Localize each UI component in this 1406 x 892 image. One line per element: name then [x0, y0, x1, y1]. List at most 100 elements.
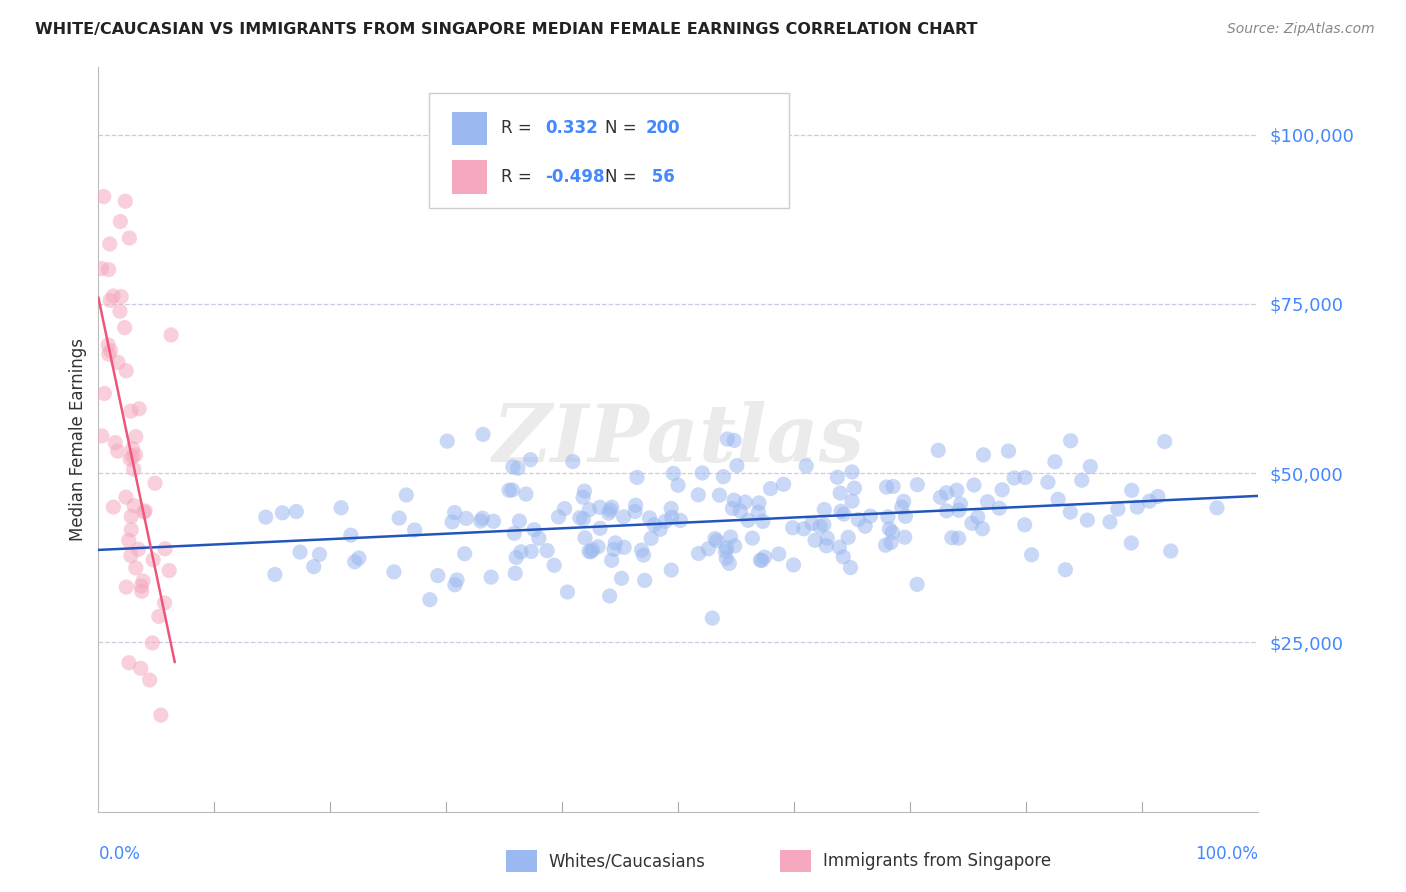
Point — [90, 429, 112, 443]
Point — [801, 516, 824, 531]
Point — [600, 500, 623, 514]
Point — [603, 542, 626, 557]
Point — [115, 490, 138, 504]
Point — [716, 541, 738, 555]
Point — [347, 551, 370, 566]
Point — [134, 504, 156, 518]
Point — [114, 320, 136, 334]
Point — [759, 482, 782, 496]
Point — [1059, 434, 1081, 448]
Point — [97, 347, 120, 361]
Point — [501, 483, 523, 497]
Point — [638, 511, 661, 525]
Point — [724, 539, 747, 553]
Point — [948, 531, 970, 545]
Point — [793, 522, 815, 536]
Text: R =: R = — [501, 168, 537, 186]
Point — [963, 478, 986, 492]
Point — [1078, 459, 1101, 474]
Point — [1054, 563, 1077, 577]
Point — [132, 574, 155, 588]
Point — [747, 505, 769, 519]
Point — [120, 523, 142, 537]
Point — [1014, 470, 1036, 484]
Point — [813, 502, 835, 516]
Point — [114, 194, 136, 209]
Point — [515, 487, 537, 501]
Point — [853, 519, 876, 533]
Point — [948, 503, 970, 517]
Point — [893, 494, 915, 508]
Point — [110, 214, 132, 228]
Point — [905, 577, 928, 591]
Point — [734, 495, 756, 509]
Point — [120, 404, 142, 418]
Text: 0.332: 0.332 — [546, 120, 598, 137]
Point — [121, 442, 143, 456]
Point — [122, 462, 145, 476]
Point — [554, 501, 576, 516]
Point — [574, 484, 596, 499]
Point — [875, 538, 897, 552]
Point — [441, 515, 464, 529]
Point — [148, 609, 170, 624]
Point — [702, 611, 724, 625]
Point — [138, 673, 160, 687]
Point — [804, 533, 827, 548]
Point — [654, 514, 676, 528]
Point — [90, 261, 112, 276]
Text: ZIPatlas: ZIPatlas — [492, 401, 865, 478]
Point — [666, 478, 689, 492]
Point — [830, 486, 852, 500]
Point — [725, 458, 748, 473]
Point — [506, 461, 529, 475]
Point — [630, 543, 652, 558]
Point — [837, 530, 859, 544]
Point — [716, 551, 738, 566]
Point — [419, 592, 441, 607]
Point — [997, 444, 1019, 458]
Point — [97, 262, 120, 277]
Point — [991, 483, 1014, 497]
Point — [107, 355, 129, 369]
Point — [1160, 544, 1182, 558]
Point — [846, 513, 869, 527]
Point — [1126, 500, 1149, 515]
Point — [131, 584, 153, 599]
Point — [626, 470, 648, 484]
Point — [482, 514, 505, 528]
Point — [471, 511, 494, 525]
Point — [976, 495, 998, 509]
Point — [946, 483, 969, 498]
Point — [470, 514, 492, 528]
Point — [718, 557, 741, 571]
Point — [720, 530, 742, 544]
Point — [633, 548, 655, 562]
Point — [935, 485, 957, 500]
Point — [302, 559, 325, 574]
Point — [768, 547, 790, 561]
Point — [613, 509, 636, 524]
Point — [966, 510, 988, 524]
Point — [659, 501, 682, 516]
Point — [589, 521, 612, 535]
Point — [714, 544, 737, 558]
Point — [271, 506, 294, 520]
Point — [690, 466, 713, 480]
Point — [633, 574, 655, 588]
Point — [404, 523, 426, 537]
Point — [93, 386, 115, 401]
Point — [143, 476, 166, 491]
Point — [153, 596, 176, 610]
Text: -0.498: -0.498 — [546, 168, 605, 186]
Point — [610, 571, 633, 585]
Point — [659, 563, 682, 577]
Text: Whites/Caucasians: Whites/Caucasians — [548, 852, 706, 871]
Point — [426, 568, 449, 582]
Point — [749, 553, 772, 567]
Point — [527, 531, 550, 545]
Point — [830, 504, 852, 518]
Point — [894, 509, 917, 524]
Point — [160, 327, 183, 342]
Point — [589, 500, 612, 515]
